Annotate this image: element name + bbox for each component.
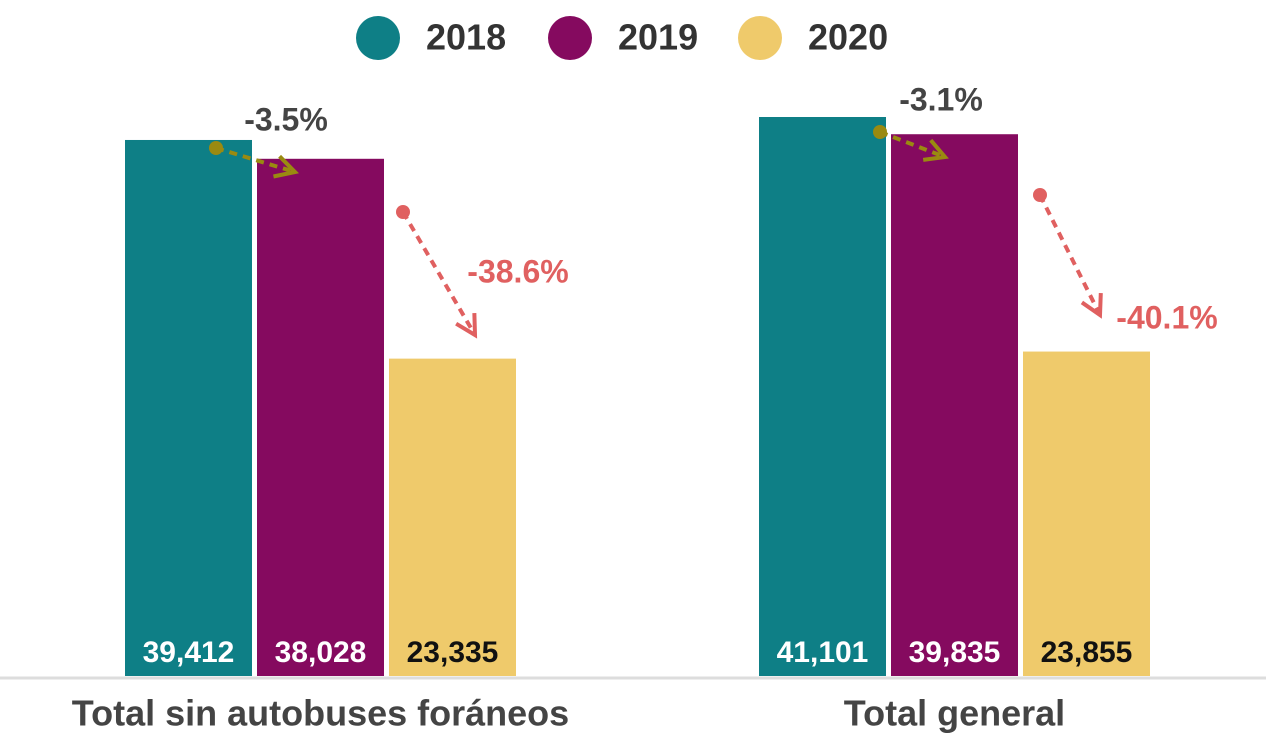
arrow-line	[401, 210, 477, 337]
legend-swatch	[356, 16, 400, 60]
annotation: -40.1%	[1116, 299, 1217, 335]
value-label: 23,335	[407, 636, 499, 669]
bar	[1023, 351, 1150, 676]
arrow-head	[455, 312, 478, 339]
arrow-start	[396, 205, 410, 219]
bar	[257, 158, 384, 676]
annotation: -3.1%	[899, 81, 983, 117]
legend-label: 2020	[808, 17, 888, 58]
arrow-line	[1038, 194, 1102, 316]
annotation: -38.6%	[467, 253, 568, 289]
value-label: 41,101	[777, 636, 869, 669]
annotation: -3.5%	[244, 101, 328, 137]
value-label: 23,855	[1041, 636, 1133, 669]
value-label: 38,028	[275, 636, 367, 669]
value-label: 39,835	[909, 636, 1001, 669]
legend-swatch	[548, 16, 592, 60]
legend-label: 2018	[426, 17, 506, 58]
arrow-start	[1033, 188, 1047, 202]
legend-label: 2019	[618, 17, 698, 58]
arrow-head	[1080, 292, 1103, 319]
legend-swatch	[738, 16, 782, 60]
bar	[389, 358, 516, 676]
bar	[759, 117, 886, 676]
bar	[891, 134, 1018, 677]
arrow-line	[879, 130, 946, 159]
category-label: Total general	[844, 693, 1065, 734]
arrow-head	[922, 138, 949, 162]
value-label: 39,412	[143, 636, 235, 669]
bar	[125, 139, 252, 676]
arrow-start	[873, 125, 887, 139]
category-label: Total sin autobuses foráneos	[72, 693, 569, 734]
arrow-start	[209, 141, 223, 155]
arrow-head	[273, 154, 299, 179]
